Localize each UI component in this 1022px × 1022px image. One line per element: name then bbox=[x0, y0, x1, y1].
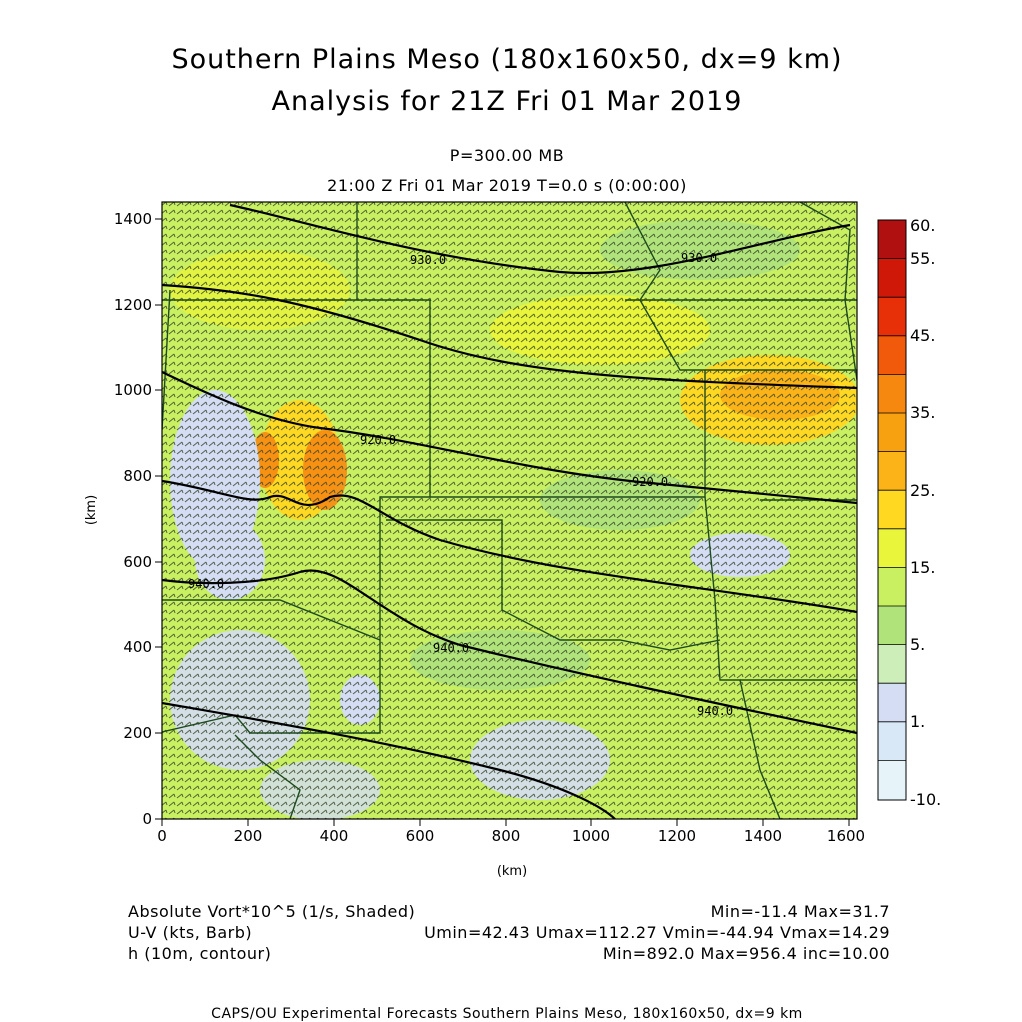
y-tick-label: 1000 bbox=[114, 381, 152, 399]
contour-labels: 930.0 930.0 920.0 920.0 940.0 940.0 940.… bbox=[188, 251, 733, 718]
legend-field3-stats: Min=892.0 Max=956.4 inc=10.00 bbox=[602, 944, 890, 963]
y-axis-title: (km) bbox=[84, 495, 99, 525]
x-tick-label: 400 bbox=[320, 827, 349, 845]
y-tick-label: 200 bbox=[123, 724, 152, 742]
contour-label: 920.0 bbox=[632, 475, 668, 489]
title-line-2: Analysis for 21Z Fri 01 Mar 2019 bbox=[271, 86, 743, 117]
legend-field3-name: h (10m, contour) bbox=[128, 944, 272, 963]
pressure-level: P=300.00 MB bbox=[449, 146, 565, 165]
contour-label: 920.0 bbox=[360, 433, 396, 447]
colorbar-label: -10. bbox=[910, 790, 941, 809]
x-axis-title: (km) bbox=[497, 864, 527, 879]
colorbar-label: 15. bbox=[910, 558, 935, 577]
x-tick-label: 1600 bbox=[827, 827, 865, 845]
colorbar: 60. 55. 45. 35. 25. 15. 5. 1. -10. bbox=[877, 216, 941, 809]
x-tick-labels: 0 200 400 600 800 1000 1200 1400 1600 bbox=[157, 827, 865, 845]
colorbar-label: 1. bbox=[910, 712, 925, 731]
vorticity-shading bbox=[162, 202, 857, 819]
valid-time: 21:00 Z Fri 01 Mar 2019 T=0.0 s (0:00:00… bbox=[327, 176, 687, 195]
x-tick-label: 800 bbox=[492, 827, 521, 845]
y-tick-label: 0 bbox=[142, 810, 152, 828]
x-tick-label: 200 bbox=[234, 827, 263, 845]
height-contours bbox=[162, 203, 857, 819]
contour-label: 940.0 bbox=[188, 577, 224, 591]
legend-field2-stats: Umin=42.43 Umax=112.27 Vmin=-44.94 Vmax=… bbox=[424, 923, 890, 942]
y-tick-label: 800 bbox=[123, 467, 152, 485]
y-tick-label: 1400 bbox=[114, 210, 152, 228]
colorbar-label: 60. bbox=[910, 216, 935, 235]
y-tick-label: 1200 bbox=[114, 296, 152, 314]
title-line-1: Southern Plains Meso (180x160x50, dx=9 k… bbox=[171, 44, 843, 75]
legend-field1-stats: Min=-11.4 Max=31.7 bbox=[710, 902, 890, 921]
plot-frame bbox=[161, 201, 858, 820]
x-tick-label: 1000 bbox=[572, 827, 610, 845]
contour-label: 930.0 bbox=[410, 253, 446, 267]
contour-label: 940.0 bbox=[697, 704, 733, 718]
state-boundaries bbox=[162, 202, 857, 819]
axis-ticks bbox=[155, 218, 850, 826]
contour-label: 930.0 bbox=[681, 251, 717, 265]
y-tick-labels: 0 200 400 600 800 1000 1200 1400 bbox=[114, 210, 152, 828]
x-tick-label: 1200 bbox=[658, 827, 696, 845]
colorbar-label: 25. bbox=[910, 481, 935, 500]
footer-credit: CAPS/OU Experimental Forecasts Southern … bbox=[211, 1006, 803, 1022]
x-tick-label: 600 bbox=[406, 827, 435, 845]
y-tick-label: 600 bbox=[123, 553, 152, 571]
x-tick-label: 0 bbox=[157, 827, 167, 845]
legend-field2-name: U-V (kts, Barb) bbox=[128, 923, 253, 942]
contour-label: 940.0 bbox=[433, 641, 469, 655]
y-tick-label: 400 bbox=[123, 638, 152, 656]
legend-field1-name: Absolute Vort*10^5 (1/s, Shaded) bbox=[128, 902, 416, 921]
colorbar-label: 5. bbox=[910, 635, 925, 654]
colorbar-label: 55. bbox=[910, 249, 935, 268]
x-tick-label: 1400 bbox=[744, 827, 782, 845]
colorbar-label: 45. bbox=[910, 326, 935, 345]
colorbar-label: 35. bbox=[910, 403, 935, 422]
